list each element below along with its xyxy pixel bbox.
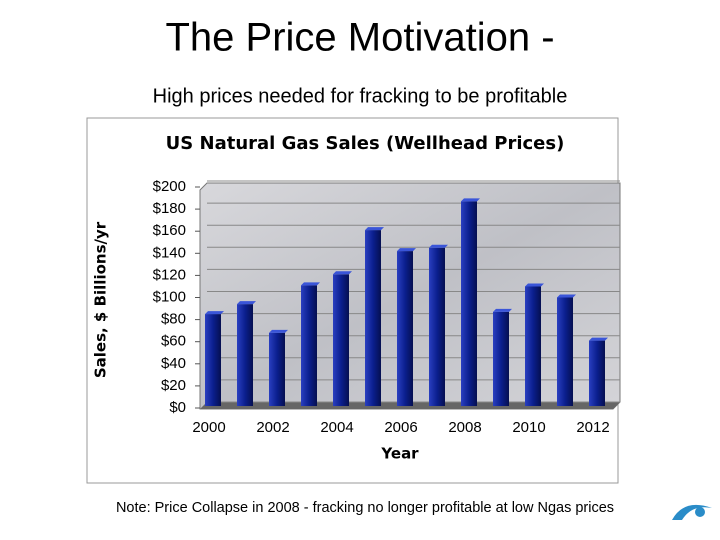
bar-top: [461, 198, 480, 202]
chart-title: US Natural Gas Sales (Wellhead Prices): [166, 133, 565, 154]
bar: [397, 251, 413, 406]
y-tick-label: $200: [153, 178, 186, 195]
y-tick-label: $100: [153, 288, 186, 305]
y-axis-title: Sales, $ Billions/yr: [92, 221, 110, 378]
y-tick-label: $40: [161, 355, 186, 372]
bar-top: [205, 311, 224, 315]
y-tick-label: $160: [153, 222, 186, 239]
x-tick-label: 2010: [512, 419, 545, 436]
x-tick-label: 2012: [576, 419, 609, 436]
logo: [672, 504, 712, 520]
bar: [269, 332, 285, 406]
bar: [525, 286, 541, 406]
x-tick-label: 2008: [448, 419, 481, 436]
bar: [237, 304, 253, 406]
bar: [493, 311, 509, 406]
slide-subtitle: High prices needed for fracking to be pr…: [153, 85, 568, 107]
bar-top: [493, 308, 512, 312]
y-tick-label: $0: [169, 399, 186, 416]
x-tick-label: 2002: [256, 419, 289, 436]
bar: [301, 285, 317, 406]
bar: [205, 314, 221, 406]
bar: [461, 201, 477, 406]
y-tick-label: $140: [153, 244, 186, 261]
bar: [557, 297, 573, 406]
x-tick-label: 2006: [384, 419, 417, 436]
bar-top: [301, 282, 320, 286]
x-tick-label: 2004: [320, 419, 353, 436]
y-tick-label: $20: [161, 377, 186, 394]
note: Note: Price Collapse in 2008 - fracking …: [116, 500, 614, 516]
x-tick-label: 2000: [192, 419, 225, 436]
slide-title: The Price Motivation -: [165, 16, 554, 60]
bar-top: [269, 329, 288, 333]
y-tick-label: $60: [161, 333, 186, 350]
bar: [365, 230, 381, 406]
bar: [589, 340, 605, 406]
bar: [429, 247, 445, 406]
y-tick-label: $120: [153, 266, 186, 283]
bar: [333, 274, 349, 406]
bar-top: [589, 337, 608, 341]
x-axis-title: Year: [380, 445, 419, 463]
bar-top: [397, 248, 416, 252]
bar-top: [557, 294, 576, 298]
bar-top: [237, 301, 256, 305]
bar-top: [365, 227, 384, 231]
bar-top: [525, 283, 544, 287]
bar-top: [333, 271, 352, 275]
y-tick-label: $180: [153, 200, 186, 217]
y-tick-label: $80: [161, 311, 186, 328]
bar-top: [429, 244, 448, 248]
